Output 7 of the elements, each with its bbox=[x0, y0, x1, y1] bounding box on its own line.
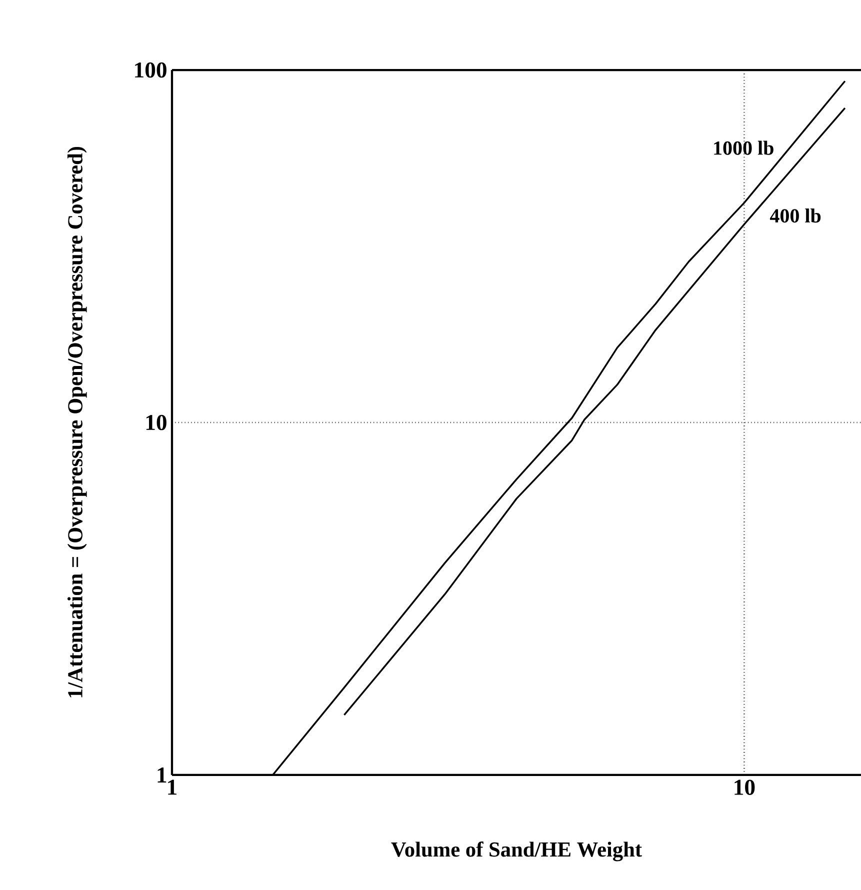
y-axis-title: 1/Attenuation = (Overpressure Open/Overpressure Covered) bbox=[67, 146, 87, 698]
x-axis-title: Volume of Sand/HE Weight bbox=[391, 841, 642, 862]
y-tick-label: 100 bbox=[135, 62, 166, 78]
y-tick-label: 1 bbox=[158, 768, 166, 782]
y-tick-label: 10 bbox=[146, 414, 166, 430]
series-label: 1000 lb bbox=[714, 140, 774, 155]
series-label: 400 lb bbox=[770, 208, 821, 223]
